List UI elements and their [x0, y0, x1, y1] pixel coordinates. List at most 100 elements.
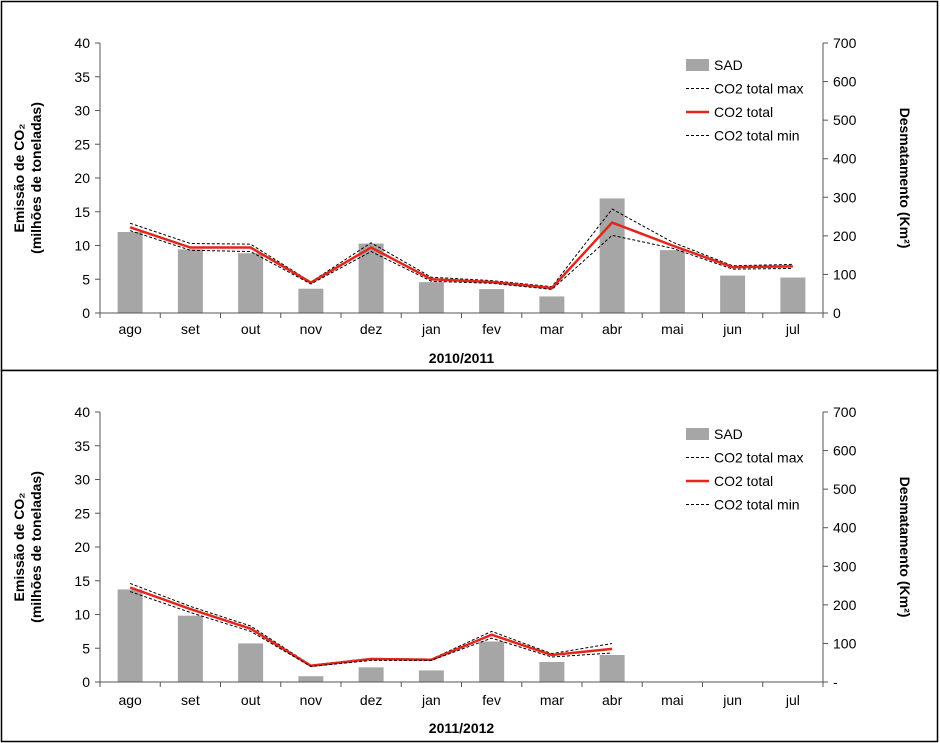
x-tick-label-dez: dez — [360, 692, 383, 708]
y-tick-label-left: 5 — [82, 271, 90, 287]
legend-label-co2-total-max: CO2 total max — [714, 450, 803, 466]
y-tick-label-right: 200 — [833, 597, 857, 613]
x-axis-title: 2011/2012 — [429, 720, 495, 736]
x-tick-label-fev: fev — [482, 321, 501, 337]
legend-label-co2-total: CO2 total — [714, 104, 773, 120]
x-tick-label-abr: abr — [602, 692, 623, 708]
y-tick-label-right: 300 — [833, 558, 857, 574]
y-tick-label-right: 100 — [833, 266, 857, 282]
y-tick-label-right: 700 — [833, 35, 857, 51]
x-tick-label-mar: mar — [540, 692, 564, 708]
panel-frame-2 — [0, 369, 939, 743]
y-tick-label-left: 25 — [74, 136, 90, 152]
bar-sad-nov — [298, 288, 324, 313]
y-axis-title-left-line2: (milhões de toneladas) — [28, 102, 44, 254]
bar-sad-abr — [599, 198, 625, 313]
x-tick-label-jul: jul — [785, 692, 800, 708]
x-tick-label-jun: jun — [722, 321, 742, 337]
chart-panel-2011-2012: 0 5 10 15 20 25 30 35 40 - 100 200 300 400 500 600 700 ag… — [11, 404, 913, 736]
y-tick-label-left: 30 — [74, 472, 90, 488]
y-tick-label-left: 35 — [74, 69, 90, 85]
bar-sad-mar — [539, 661, 565, 682]
x-tick-label-ago: ago — [118, 321, 142, 337]
y-tick-label-left: 40 — [74, 404, 90, 420]
line-co2-total-min — [129, 230, 793, 290]
x-tick-label-abr: abr — [602, 321, 623, 337]
legend-label-sad: SAD — [714, 57, 743, 73]
y-tick-label-right: 100 — [833, 635, 857, 651]
y-tick-label-left: 35 — [74, 438, 90, 454]
x-tick-label-out: out — [241, 692, 261, 708]
y-tick-label-left: 15 — [74, 204, 90, 220]
x-tick-label-nov: nov — [300, 692, 323, 708]
x-tick-label-jul: jul — [785, 321, 800, 337]
bar-sad-mai — [659, 250, 685, 313]
y-tick-label-right: 500 — [833, 112, 857, 128]
y-tick-label-left: 25 — [74, 505, 90, 521]
y-tick-label-left: 40 — [74, 35, 90, 51]
y-tick-label-left: 0 — [82, 305, 90, 321]
line-co2-total — [129, 586, 613, 668]
y-tick-label-right: 600 — [833, 443, 857, 459]
bar-sad-jun — [720, 275, 746, 313]
chart-panel-2010-2011: 05101520253035400100200300400500600700ag… — [11, 35, 913, 366]
legend-swatch-sad — [686, 428, 709, 440]
x-tick-label-set: set — [181, 321, 200, 337]
y-tick-label-right: 0 — [833, 305, 841, 321]
bar-sad-dez — [358, 667, 384, 682]
y-axis-title-right: Desmatamento (Km²) — [897, 108, 913, 249]
y-tick-label-left: 5 — [82, 640, 90, 656]
line-co2-total — [129, 221, 793, 290]
bar-sad-nov — [298, 676, 324, 682]
panel-frame-1 — [0, 0, 939, 372]
bar-sad-abr — [599, 655, 625, 682]
y-tick-label-left: 20 — [74, 539, 90, 555]
y-axis-title-right: Desmatamento (Km²) — [897, 477, 913, 618]
y-tick-label-right: 500 — [833, 481, 857, 497]
bar-sad-dez — [358, 243, 384, 313]
bar-sad-mar — [539, 296, 565, 313]
bar-sad-out — [238, 643, 264, 682]
x-axis-title: 2010/2011 — [429, 350, 495, 366]
y-tick-label-right: 300 — [833, 189, 857, 205]
y-tick-label-left: 30 — [74, 103, 90, 119]
bar-sad-jan — [418, 282, 444, 313]
bar-sad-ago — [117, 232, 143, 313]
bar-sad-set — [177, 615, 203, 682]
bar-sad-fev — [479, 641, 505, 682]
y-tick-label-right: 700 — [833, 404, 857, 420]
x-tick-label-dez: dez — [360, 321, 383, 337]
x-tick-label-set: set — [181, 692, 200, 708]
y-axis-title-left-line1: Emissão de CO₂ — [11, 493, 27, 602]
x-tick-label-fev: fev — [482, 692, 501, 708]
legend-label-co2-total: CO2 total — [714, 473, 773, 489]
y-tick-label-right: 400 — [833, 151, 857, 167]
bar-sad-out — [238, 253, 264, 313]
y-tick-label-left: 0 — [82, 674, 90, 690]
y-tick-label-left: 10 — [74, 607, 90, 623]
bar-sad-jan — [418, 670, 444, 682]
y-tick-label-right: 200 — [833, 228, 857, 244]
legend-label-co2-total-max: CO2 total max — [714, 81, 803, 97]
legend-label-sad: SAD — [714, 426, 743, 442]
line-co2-total-max — [129, 208, 793, 288]
y-tick-label-left: 10 — [74, 238, 90, 254]
x-tick-label-nov: nov — [300, 321, 323, 337]
y-tick-label-left: 15 — [74, 573, 90, 589]
y-tick-label-right: - — [833, 674, 838, 690]
legend-label-co2-total-min: CO2 total min — [714, 128, 800, 144]
x-tick-label-jan: jan — [421, 692, 441, 708]
x-tick-label-mai: mai — [661, 692, 684, 708]
legend-label-co2-total-min: CO2 total min — [714, 497, 800, 513]
bar-sad-jul — [780, 277, 806, 313]
bar-sad-ago — [117, 589, 143, 682]
y-tick-label-right: 600 — [833, 74, 857, 90]
y-axis-title-left-line1: Emissão de CO₂ — [11, 124, 27, 233]
bar-sad-set — [177, 249, 203, 313]
x-tick-label-mai: mai — [661, 321, 684, 337]
y-tick-label-left: 20 — [74, 170, 90, 186]
legend-swatch-sad — [686, 59, 709, 71]
x-tick-label-jan: jan — [421, 321, 441, 337]
bar-sad-fev — [479, 289, 505, 313]
